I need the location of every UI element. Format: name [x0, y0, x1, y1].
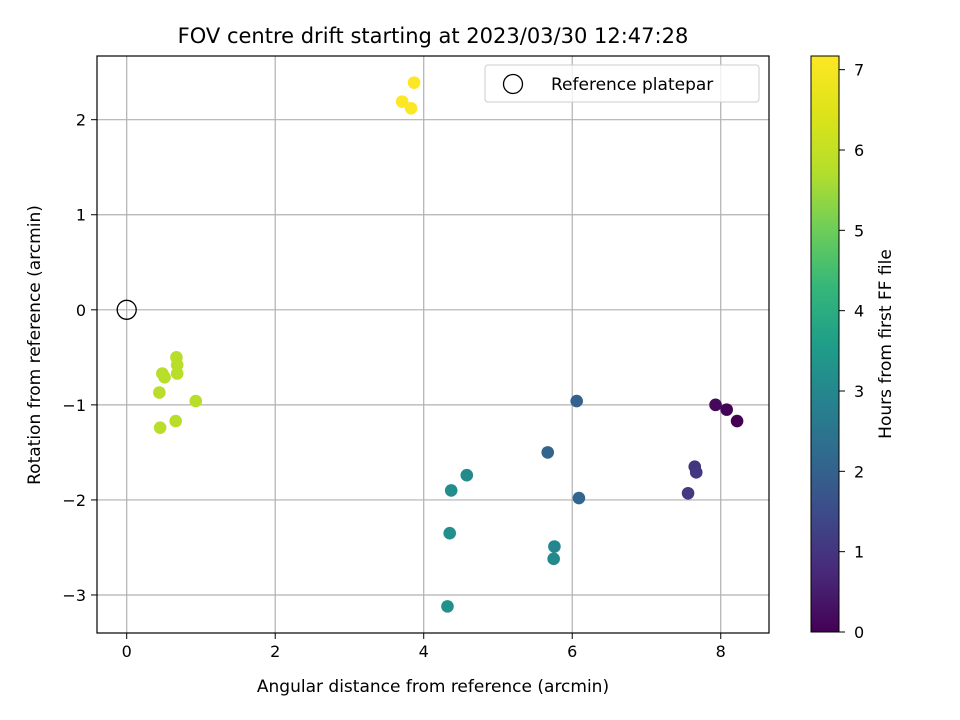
- data-point: [689, 466, 703, 479]
- x-tick-label: 0: [122, 642, 132, 661]
- data-point: [169, 414, 183, 428]
- colorbar-tick-label: 7: [854, 61, 864, 80]
- data-point: [572, 491, 586, 505]
- y-tick-label: −3: [62, 586, 86, 605]
- plot-frame: [96, 55, 770, 634]
- legend-reference-marker: [502, 73, 524, 95]
- data-point: [720, 403, 733, 416]
- colorbar-gradient: [810, 55, 840, 633]
- colorbar-tick-label: 6: [854, 141, 864, 160]
- x-tick-label: 2: [270, 642, 280, 661]
- y-tick-label: −1: [62, 396, 86, 415]
- data-point: [158, 370, 171, 384]
- reference-marker-group: [116, 299, 137, 320]
- data-point: [404, 101, 418, 115]
- data-point: [189, 394, 203, 408]
- data-point: [681, 486, 695, 500]
- y-tick-label: −2: [62, 491, 86, 510]
- data-point: [395, 95, 409, 108]
- x-tick-label: 4: [419, 642, 429, 661]
- data-points: [153, 76, 744, 613]
- colorbar-tick-label: 5: [854, 221, 864, 240]
- x-tick-label: 8: [716, 642, 726, 661]
- data-point: [444, 484, 458, 497]
- data-point: [443, 526, 457, 540]
- legend-entry-reference: Reference platepar: [551, 75, 713, 95]
- legend: Reference platepar: [484, 64, 760, 103]
- data-point: [407, 76, 421, 89]
- x-axis-title: Angular distance from reference (arcmin): [257, 677, 609, 697]
- data-point: [547, 552, 560, 566]
- data-point: [153, 386, 166, 399]
- data-point: [730, 414, 744, 428]
- colorbar-ticks: 0 1 2 3 4 5 6 7: [839, 61, 864, 642]
- y-axis-title: Rotation from reference (arcmin): [25, 205, 45, 485]
- colorbar-tick-label: 4: [854, 302, 864, 321]
- y-axis: −3 −2 −1 0 1 2: [62, 111, 97, 605]
- data-point: [570, 394, 583, 408]
- colorbar: 0 1 2 3 4 5 6 7 Hours from first FF file: [810, 55, 896, 642]
- colorbar-tick-label: 2: [854, 462, 864, 481]
- x-tick-label: 6: [567, 642, 577, 661]
- reference-platepar-marker: [116, 299, 137, 320]
- x-axis: 0 2 4 6 8: [122, 633, 726, 661]
- y-tick-label: 2: [76, 111, 86, 130]
- y-tick-label: 1: [76, 206, 86, 225]
- data-point: [170, 367, 184, 380]
- colorbar-tick-label: 1: [854, 543, 864, 562]
- data-point: [460, 468, 474, 482]
- colorbar-tick-label: 3: [854, 382, 864, 401]
- chart-title: FOV centre drift starting at 2023/03/30 …: [178, 24, 689, 48]
- data-point: [548, 540, 561, 553]
- data-point: [153, 421, 167, 434]
- colorbar-title: Hours from first FF file: [876, 249, 896, 439]
- data-point: [441, 600, 454, 613]
- legend-box: [484, 64, 760, 103]
- colorbar-tick-label: 0: [854, 623, 864, 642]
- grid: [97, 56, 769, 633]
- data-point: [709, 398, 722, 412]
- data-point: [541, 446, 555, 459]
- y-tick-label: 0: [76, 301, 86, 320]
